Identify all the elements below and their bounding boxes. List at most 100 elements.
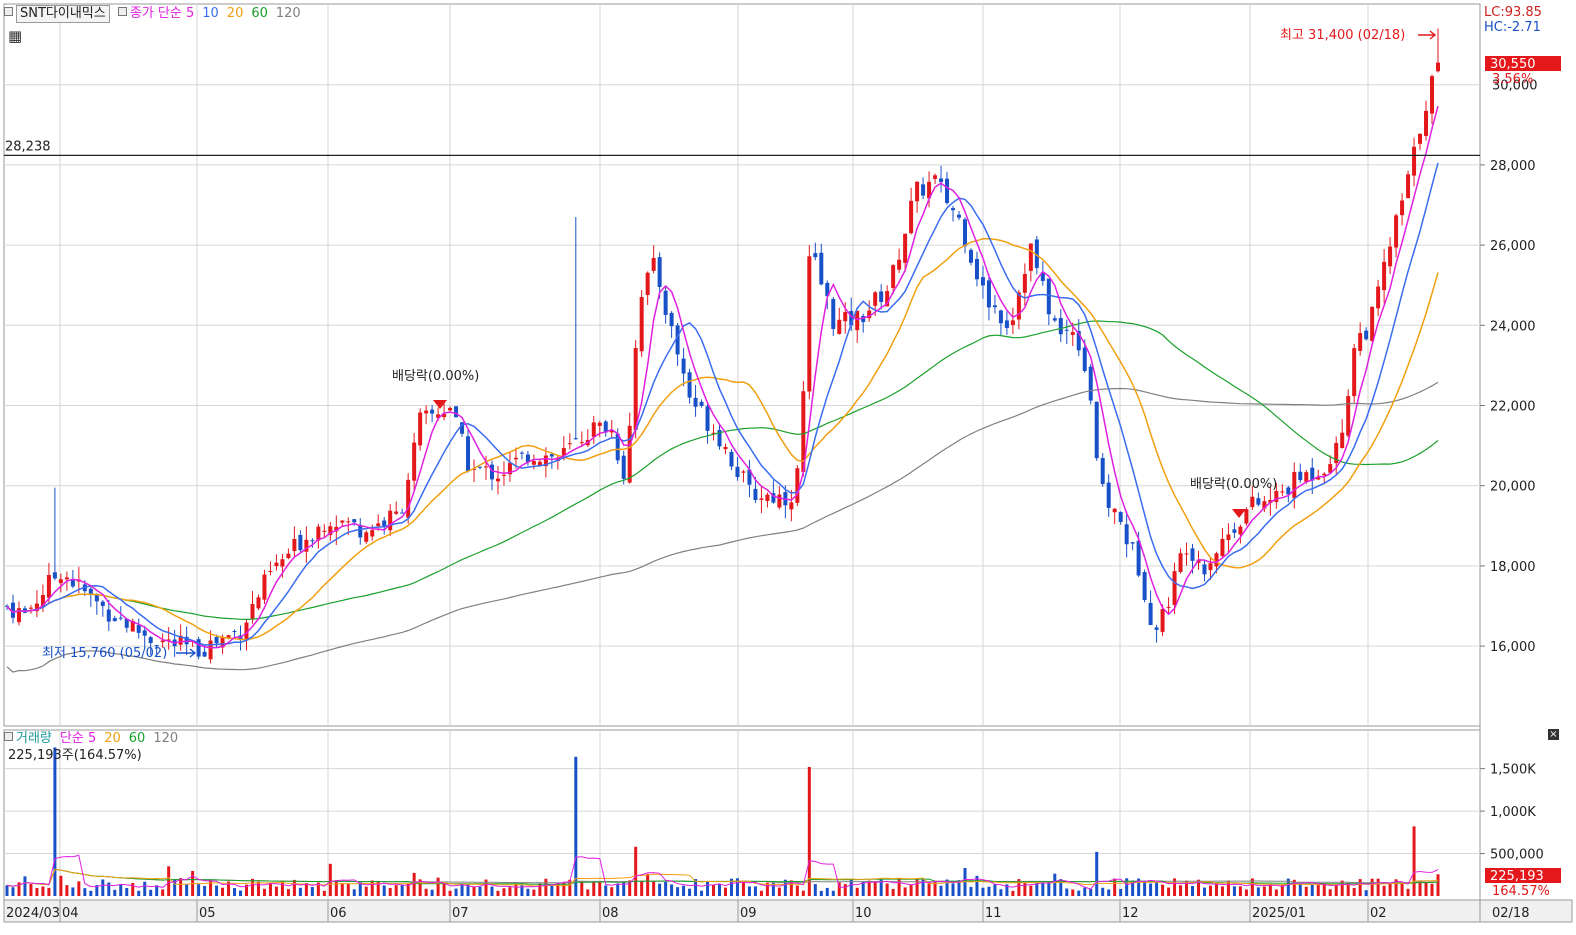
volume-bar: [233, 888, 237, 896]
volume-bar: [1346, 882, 1350, 896]
volume-value-label: 225,193주(164.57%): [8, 748, 142, 763]
volume-tick-label: 1,000K: [1490, 805, 1536, 820]
candle-body: [873, 292, 878, 306]
candle-body: [867, 310, 872, 319]
price-legend-item-0[interactable]: 종가 단순 5: [129, 6, 195, 21]
price-legend-item-1[interactable]: 10: [202, 6, 219, 21]
candle-body: [1100, 458, 1105, 485]
price-legend-item-4[interactable]: 120: [275, 6, 301, 21]
volume-bar: [406, 883, 410, 896]
candle-body: [46, 574, 51, 598]
volume-bar: [388, 888, 392, 896]
candle-body: [693, 397, 698, 407]
volume-bar: [65, 885, 69, 896]
candle-body: [998, 310, 1003, 324]
ma120-line: [6, 381, 1439, 673]
candle-body: [1256, 498, 1261, 505]
last-price-box: [1485, 56, 1561, 71]
candle-body: [1298, 471, 1303, 481]
candle-body: [1016, 292, 1021, 320]
volume-bar: [298, 887, 302, 896]
candle-body: [364, 532, 369, 542]
candle-body: [1172, 571, 1177, 605]
candle-body: [358, 524, 363, 538]
indicator-menu-icon[interactable]: [117, 7, 127, 16]
volume-bar: [981, 887, 985, 896]
volume-bar: [664, 881, 668, 896]
candle-body: [579, 442, 584, 444]
volume-legend-item-0[interactable]: 거래량: [16, 731, 52, 746]
volume-legend-item-2[interactable]: 20: [104, 731, 121, 746]
volume-bar: [215, 885, 219, 896]
volume-bar: [310, 886, 314, 896]
candle-body: [52, 572, 57, 579]
volume-bar: [837, 882, 841, 896]
volume-bars: [5, 747, 1440, 896]
x-tick-label: 06: [330, 906, 347, 921]
volume-bar: [628, 880, 632, 896]
volume-bar: [256, 881, 260, 896]
candle-body: [1058, 317, 1063, 335]
candle-body: [34, 603, 39, 612]
volume-bar: [149, 889, 153, 896]
volume-bar: [1298, 883, 1302, 896]
candle-body: [268, 570, 273, 572]
volume-bar: [1119, 889, 1123, 896]
candle-body: [621, 455, 626, 479]
volume-bar: [155, 885, 159, 896]
price-legend-item-3[interactable]: 60: [251, 6, 268, 21]
x-tick-label: 08: [602, 906, 619, 921]
volume-bar: [35, 887, 39, 896]
x-tick-label: 02: [1370, 906, 1387, 921]
candle-body: [1136, 540, 1141, 576]
volume-bar: [1226, 880, 1230, 896]
volume-legend-item-3[interactable]: 60: [128, 731, 146, 746]
candle-body: [735, 466, 740, 478]
volume-bar: [1089, 888, 1093, 896]
volume-bar: [47, 887, 51, 896]
volume-bar: [700, 890, 704, 896]
volume-bar: [538, 883, 542, 896]
candle-body: [400, 512, 405, 514]
volume-bar: [1125, 878, 1129, 896]
volume-bar: [454, 888, 458, 896]
candle-body: [968, 249, 973, 263]
candle-body: [340, 520, 345, 523]
volume-legend-item-4[interactable]: 120: [153, 731, 179, 746]
volume-bar: [1005, 884, 1009, 896]
volume-bar: [1316, 884, 1320, 896]
volume-bar: [718, 883, 722, 896]
candle-body: [154, 645, 159, 647]
volume-bar: [586, 889, 590, 896]
volume-bar: [723, 887, 727, 896]
volume-legend-item-1[interactable]: 단순 5: [59, 731, 97, 746]
candle-body: [1370, 306, 1375, 342]
volume-bar: [209, 879, 213, 896]
volume-bar: [244, 884, 248, 896]
table-grid-icon[interactable]: ▦: [8, 27, 23, 45]
volume-bar: [394, 885, 398, 896]
panel-menu-icon[interactable]: [4, 7, 13, 16]
volume-bar: [1244, 889, 1248, 896]
candle-body: [1316, 477, 1321, 480]
candle-body: [352, 519, 357, 523]
volume-bar: [221, 887, 225, 896]
volume-bar: [292, 879, 296, 896]
volume-bar: [1208, 885, 1212, 896]
volume-bar: [1274, 889, 1278, 896]
candle-body: [1142, 572, 1147, 601]
volume-menu-icon[interactable]: [4, 732, 13, 741]
volume-bar: [1214, 882, 1218, 896]
price-legend-item-2[interactable]: 20: [226, 6, 244, 21]
symbol-name[interactable]: SNT다이내믹스: [16, 5, 110, 23]
volume-bar: [825, 887, 829, 896]
x-tick-label: 07: [452, 906, 469, 921]
candle-body: [262, 574, 267, 600]
candle-body: [166, 639, 171, 641]
volume-panel-close-icon[interactable]: ×: [1548, 729, 1559, 740]
volume-bar: [801, 890, 805, 896]
volume-bar: [304, 883, 308, 896]
candle-body: [555, 457, 560, 462]
volume-bar: [1059, 879, 1063, 896]
volume-bar: [41, 886, 45, 896]
